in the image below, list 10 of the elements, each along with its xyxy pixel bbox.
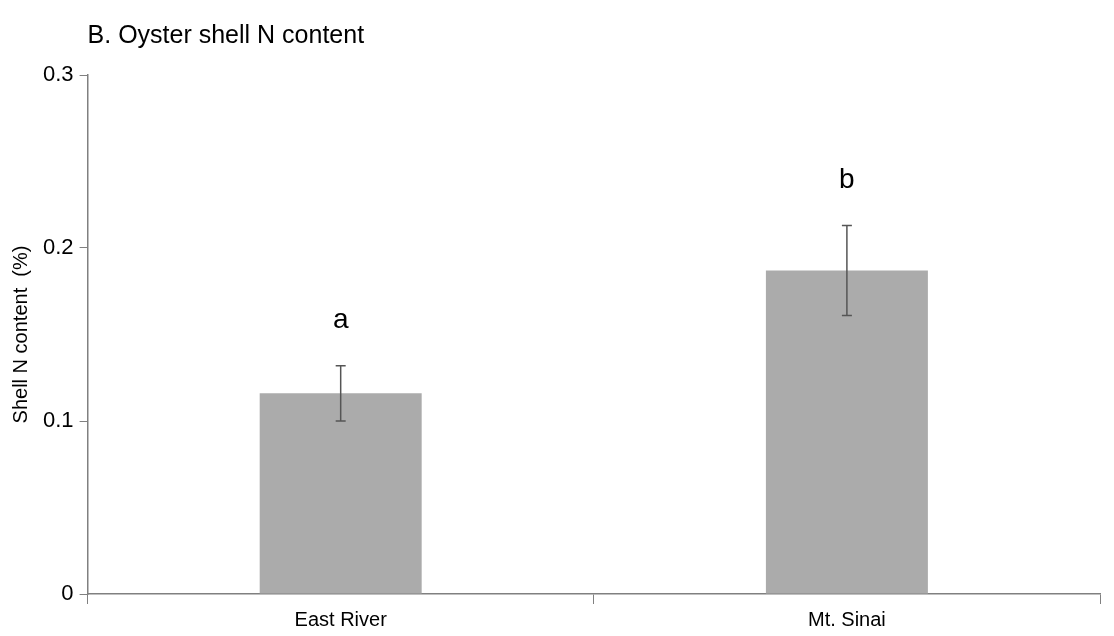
y-tick-label: 0.2 xyxy=(42,234,74,260)
chart-title: B. Oyster shell N content xyxy=(87,19,365,48)
y-tick-label: 0 xyxy=(61,580,74,606)
annotation: a xyxy=(332,303,349,335)
y-axis-title: Shell N content (%) xyxy=(8,245,31,424)
y-tick-label: 0.1 xyxy=(42,407,74,433)
y-tick-label: 0.3 xyxy=(42,61,74,87)
annotation: b xyxy=(839,163,855,195)
x-tick-label: East River xyxy=(294,607,388,630)
x-tick-label: Mt. Sinai xyxy=(807,607,886,630)
